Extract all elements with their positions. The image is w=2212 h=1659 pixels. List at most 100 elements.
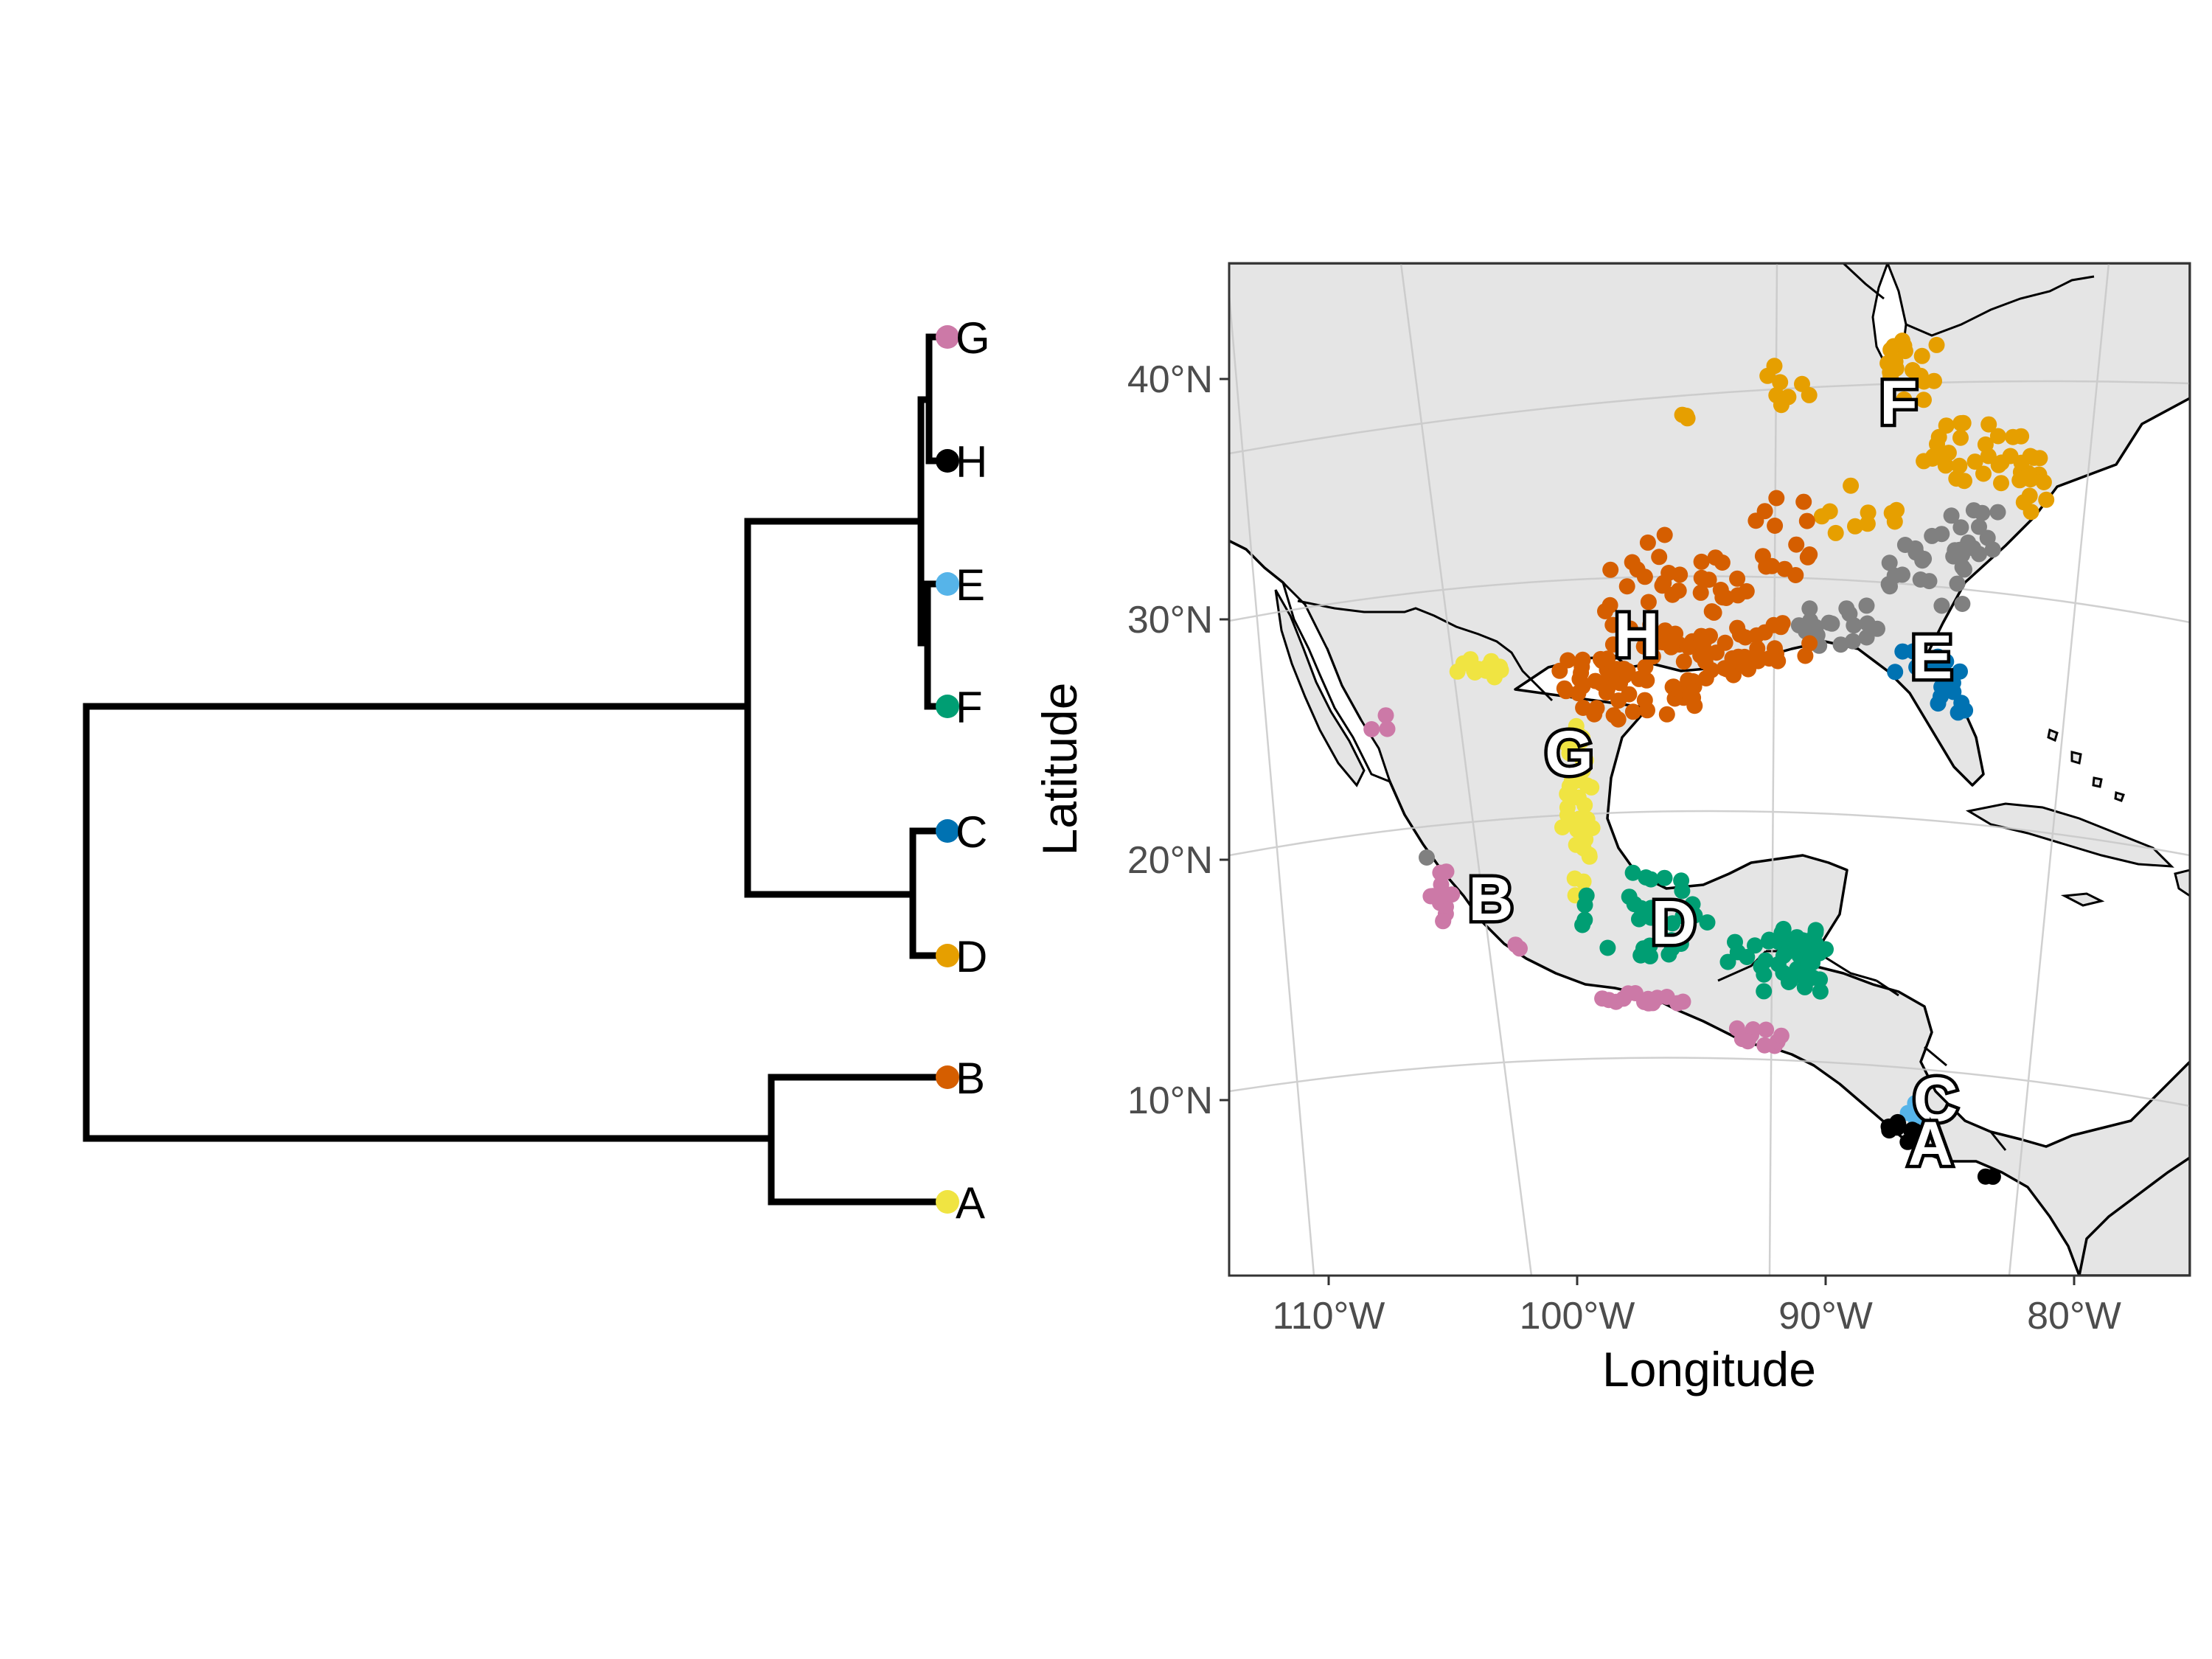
occurrence-point	[1637, 945, 1654, 961]
occurrence-point	[1832, 636, 1849, 653]
gulf-of-california	[1281, 581, 1392, 784]
occurrence-point	[1768, 490, 1785, 507]
occurrence-point	[1559, 785, 1576, 802]
y-tick-label: 20°N	[1127, 839, 1213, 882]
occurrence-point	[1980, 416, 1997, 433]
tree-tip-b-dot	[936, 1065, 959, 1089]
occurrence-point	[1773, 925, 1790, 942]
occurrence-point	[2013, 454, 2030, 471]
occurrence-point	[1576, 897, 1593, 914]
tree-tip-h-dot	[936, 449, 959, 473]
occurrence-point	[1894, 643, 1911, 660]
occurrence-point	[1756, 983, 1773, 1000]
occurrence-point	[1894, 333, 1910, 349]
occurrence-point	[1747, 937, 1763, 954]
occurrence-point	[1643, 909, 1659, 926]
occurrence-point	[1363, 721, 1380, 737]
tree-tip-g-label: G	[956, 313, 990, 363]
occurrence-point	[1728, 1020, 1745, 1037]
occurrence-point	[1684, 896, 1701, 913]
map-panel: F H E G B D CA	[1228, 262, 2191, 1277]
tree-tip-d-label: D	[956, 932, 987, 981]
tree-tip-g-dot	[936, 325, 959, 349]
occurrence-point	[1639, 534, 1656, 551]
occurrence-point	[1974, 504, 1991, 521]
occurrence-point	[2035, 474, 2052, 490]
occurrence-point	[1943, 507, 1960, 524]
occurrence-point	[1621, 888, 1638, 905]
occurrence-point	[1775, 964, 1792, 981]
tree-tip-c-dot	[936, 819, 959, 843]
occurrence-point	[1916, 550, 1933, 567]
occurrence-point	[1512, 940, 1528, 957]
cluster-label-a: A	[1908, 1109, 1953, 1178]
occurrence-point	[1618, 578, 1635, 595]
occurrence-point	[1419, 849, 1435, 866]
occurrence-point	[1859, 515, 1876, 532]
occurrence-point	[1801, 600, 1818, 617]
occurrence-point	[1933, 678, 1950, 695]
occurrence-point	[1699, 914, 1716, 931]
tree-tip-a-dot	[936, 1190, 959, 1214]
occurrence-point	[1757, 952, 1774, 969]
occurrence-point	[1795, 936, 1812, 953]
occurrence-point	[1975, 465, 1992, 482]
occurrence-point	[1804, 970, 1821, 986]
occurrence-point	[1930, 428, 1947, 445]
occurrence-point	[1598, 684, 1615, 701]
occurrence-point	[1790, 617, 1807, 634]
occurrence-point	[1470, 661, 1487, 678]
baja-california	[1274, 589, 1366, 787]
cluster-label-b: B	[1469, 864, 1514, 933]
occurrence-point	[1847, 518, 1863, 535]
occurrence-point	[1608, 661, 1625, 678]
occurrence-point	[1435, 913, 1452, 930]
occurrence-point	[1444, 886, 1461, 903]
occurrence-point	[1798, 512, 1815, 529]
occurrence-point	[1708, 644, 1725, 661]
occurrence-point	[1718, 590, 1735, 606]
occurrence-point	[1736, 648, 1753, 665]
tree-tip-h-label: H	[956, 437, 987, 487]
occurrence-point	[1669, 995, 1686, 1012]
y-tick-label: 30°N	[1127, 599, 1213, 641]
occurrence-point	[1773, 1027, 1790, 1044]
occurrence-point	[1610, 692, 1627, 709]
occurrence-point	[1925, 448, 1942, 465]
occurrence-point	[1569, 821, 1586, 838]
tree-tips: G H E F C D B A	[936, 313, 990, 1228]
occurrence-point	[1432, 864, 1449, 881]
occurrence-point	[1655, 574, 1672, 591]
occurrence-point	[1602, 561, 1619, 578]
occurrence-point	[1574, 678, 1591, 695]
occurrence-point	[1949, 575, 1966, 592]
occurrence-point	[1933, 597, 1950, 614]
occurrence-point	[1605, 707, 1622, 724]
occurrence-point	[2038, 491, 2055, 508]
occurrence-point	[1564, 771, 1580, 788]
occurrence-point	[1739, 1033, 1756, 1050]
occurrence-point	[1656, 526, 1673, 543]
occurrence-point	[1952, 415, 1969, 431]
occurrence-point	[1858, 629, 1875, 646]
occurrence-point	[1820, 614, 1837, 631]
island-hispaniola	[2174, 869, 2190, 897]
tree-tip-c-label: C	[956, 807, 987, 857]
occurrence-point	[1948, 470, 1965, 487]
x-tick-label: 90°W	[1778, 1295, 1873, 1338]
occurrence-point	[1797, 647, 1814, 664]
occurrence-point	[1697, 670, 1714, 686]
cluster-label-e: E	[1911, 622, 1952, 692]
cluster-label-c: C	[1913, 1065, 1958, 1134]
occurrence-point	[2021, 487, 2038, 504]
occurrence-point	[1758, 558, 1775, 575]
land-south-america	[2078, 1155, 2190, 1276]
occurrence-point	[1604, 636, 1621, 653]
occurrence-point	[1984, 1168, 2001, 1185]
tree-tip-f-dot	[936, 695, 959, 718]
occurrence-point	[1737, 629, 1754, 646]
occurrence-point	[1773, 397, 1790, 414]
tree-tip-e-label: E	[956, 560, 985, 610]
occurrence-point	[1574, 651, 1591, 668]
occurrence-point	[1749, 640, 1766, 657]
